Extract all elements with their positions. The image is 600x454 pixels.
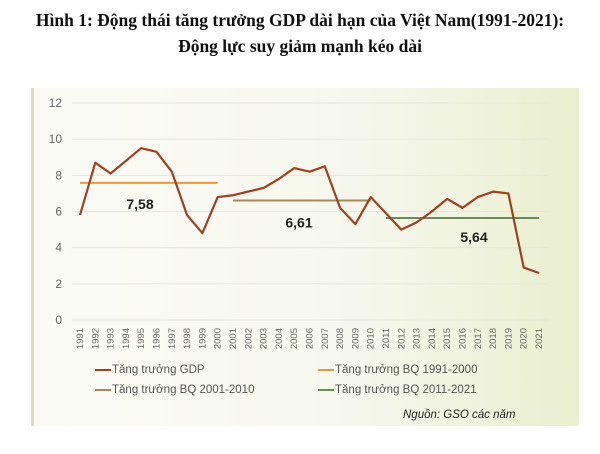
legend-label: Tăng trưởng BQ 1991-2000 [335,364,478,376]
average-data-label: 5,64 [460,229,487,245]
y-tick-label: 6 [55,205,62,219]
x-tick-label: 1995 [136,328,147,349]
chart-title-line2: Động lực suy giảm mạnh kéo dài [178,36,422,56]
x-tick-label: 2010 [366,328,377,349]
x-tick-label: 2018 [488,328,499,349]
x-tick-label: 1997 [167,328,178,349]
legend-item-avg-2011-2021: Tăng trưởng BQ 2011-2021 [318,384,477,396]
x-tick-label: 1999 [197,328,208,349]
x-tick-label: 2016 [458,328,469,349]
x-tick-label: 1992 [90,328,101,349]
chart-area [31,88,579,426]
x-tick-label: 1996 [152,328,163,349]
y-tick-label: 10 [49,132,63,146]
x-tick-label: 2008 [335,328,346,349]
x-tick-label: 2019 [503,328,514,349]
legend-label: Tăng trưởng BQ 2001-2010 [112,384,255,396]
source-note: Nguồn: GSO các năm [403,409,516,421]
y-tick-label: 8 [55,168,62,182]
legend-swatch [95,369,111,371]
x-tick-label: 2000 [213,328,224,349]
chart-title-line1: Hình 1: Động thái tăng trưởng GDP dài hạ… [35,10,565,30]
x-tick-label: 2015 [442,328,453,349]
x-tick-label: 2013 [412,328,423,349]
x-tick-label: 2012 [396,328,407,349]
legend-label: Tăng trưởng BQ 2011-2021 [335,384,477,396]
x-tick-label: 2004 [274,328,285,349]
x-tick-label: 2011 [381,328,392,348]
x-tick-label: 2007 [320,328,331,349]
y-tick-label: 12 [49,96,63,110]
x-tick-label: 1998 [182,328,193,349]
legend-item-avg-2001-2010: Tăng trưởng BQ 2001-2010 [95,384,254,396]
x-tick-label: 2005 [289,328,300,349]
y-tick-label: 4 [55,241,62,255]
legend-item-gdp: Tăng trưởng GDP [95,364,205,376]
legend-swatch [318,389,334,391]
x-tick-label: 2021 [534,328,545,349]
legend-swatch [95,389,111,391]
x-tick-label: 2001 [228,328,239,349]
legend-swatch [318,369,334,371]
x-tick-label: 1993 [106,328,117,349]
average-data-label: 6,61 [285,214,312,230]
average-data-label: 7,58 [126,196,153,212]
x-tick-label: 1994 [121,328,132,349]
y-tick-label: 2 [55,277,62,291]
x-tick-label: 2003 [259,328,270,349]
x-tick-label: 2002 [243,328,254,349]
x-tick-label: 2020 [519,328,530,349]
x-tick-label: 2014 [427,328,438,349]
x-tick-label: 1991 [75,328,86,349]
x-tick-label: 2017 [473,328,484,349]
x-tick-label: 2009 [350,328,361,349]
legend-item-avg-1991-2000: Tăng trưởng BQ 1991-2000 [318,364,477,376]
legend-label: Tăng trưởng GDP [112,364,205,376]
y-tick-label: 0 [55,313,62,327]
x-tick-label: 2006 [305,328,316,349]
